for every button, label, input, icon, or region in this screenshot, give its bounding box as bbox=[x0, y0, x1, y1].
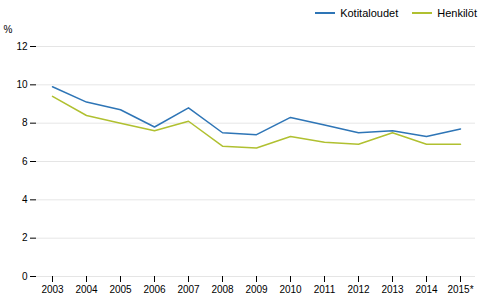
svg-text:2007: 2007 bbox=[177, 284, 200, 295]
svg-text:2013: 2013 bbox=[381, 284, 404, 295]
svg-text:10: 10 bbox=[16, 79, 28, 90]
svg-text:0: 0 bbox=[22, 271, 28, 282]
svg-text:%: % bbox=[4, 24, 13, 35]
html-text:Henkilöt: Henkilöt bbox=[437, 7, 477, 19]
svg-text:2004: 2004 bbox=[75, 284, 98, 295]
svg-text:12: 12 bbox=[16, 41, 28, 52]
svg-text:4: 4 bbox=[22, 194, 28, 205]
svg-text:2010: 2010 bbox=[279, 284, 302, 295]
svg-text:2011: 2011 bbox=[314, 284, 336, 295]
svg-text:2: 2 bbox=[22, 232, 28, 243]
svg-text:8: 8 bbox=[22, 117, 28, 128]
svg-text:2014: 2014 bbox=[415, 284, 438, 295]
html-text:Kotitaloudet: Kotitaloudet bbox=[340, 7, 399, 19]
svg-text:2008: 2008 bbox=[211, 284, 234, 295]
svg-text:2006: 2006 bbox=[143, 284, 166, 295]
svg-text:2005: 2005 bbox=[109, 284, 132, 295]
svg-text:2015*: 2015* bbox=[447, 284, 473, 295]
svg-text:2012: 2012 bbox=[347, 284, 370, 295]
svg-text:2003: 2003 bbox=[41, 284, 64, 295]
svg-text:6: 6 bbox=[22, 156, 28, 167]
svg-text:2009: 2009 bbox=[245, 284, 268, 295]
